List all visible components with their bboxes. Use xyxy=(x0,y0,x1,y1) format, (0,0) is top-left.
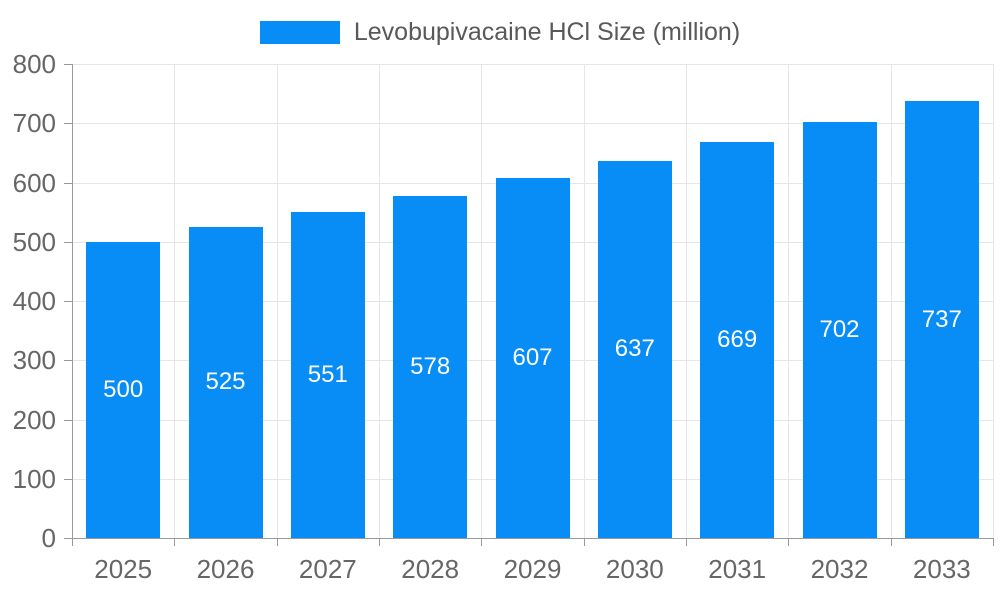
legend-item[interactable]: Levobupivacaine HCl Size (million) xyxy=(259,18,741,46)
x-axis-line xyxy=(72,538,993,539)
y-axis-tick xyxy=(64,64,72,65)
x-axis-tick xyxy=(481,538,483,546)
gridline-vertical xyxy=(890,64,892,538)
bar: 737 xyxy=(904,101,979,538)
x-axis-category-label: 2032 xyxy=(810,554,869,584)
bar: 551 xyxy=(290,211,365,538)
bar: 578 xyxy=(393,195,468,538)
y-axis-tick xyxy=(64,301,72,302)
y-axis-tick xyxy=(64,538,72,539)
x-axis-category-label: 2028 xyxy=(401,554,460,584)
x-axis-category-label: 2025 xyxy=(94,554,153,584)
gridline-vertical xyxy=(481,64,483,538)
y-axis-tick-label: 0 xyxy=(41,523,56,553)
bar: 525 xyxy=(188,226,263,538)
x-axis-tick xyxy=(583,538,585,546)
x-axis-category-label: 2027 xyxy=(298,554,357,584)
y-axis-tick xyxy=(64,419,72,421)
y-axis-tick xyxy=(64,478,72,480)
y-axis-tick-label: 700 xyxy=(12,108,56,139)
y-axis-tick-label: 800 xyxy=(12,49,56,79)
y-axis-tick-label: 300 xyxy=(12,345,56,376)
gridline-horizontal xyxy=(72,123,993,125)
gridline-horizontal xyxy=(72,64,993,65)
gridline-vertical xyxy=(583,64,585,538)
bar-value-label: 637 xyxy=(614,335,655,363)
x-axis-tick xyxy=(276,538,278,546)
y-axis-tick-label: 100 xyxy=(12,463,56,494)
bar-value-label: 669 xyxy=(717,325,758,353)
gridline-vertical xyxy=(788,64,790,538)
bar: 500 xyxy=(86,241,161,538)
bar-value-label: 737 xyxy=(921,305,962,333)
x-axis-category-label: 2026 xyxy=(196,554,255,584)
gridline-vertical xyxy=(276,64,278,538)
bar: 607 xyxy=(495,178,570,538)
legend-label: Levobupivacaine HCl Size (million) xyxy=(353,18,741,46)
bar-value-label: 702 xyxy=(819,316,860,344)
gridline-vertical xyxy=(993,64,994,538)
x-axis-category-label: 2029 xyxy=(503,554,562,584)
bar-value-label: 578 xyxy=(410,352,451,380)
bar-value-label: 525 xyxy=(205,368,246,396)
y-axis-tick-label: 200 xyxy=(12,404,56,435)
x-axis-tick xyxy=(993,538,994,546)
gridline-vertical xyxy=(174,64,176,538)
legend: Levobupivacaine HCl Size (million) xyxy=(0,20,1000,45)
x-axis-category-label: 2031 xyxy=(708,554,767,584)
legend-swatch-icon xyxy=(259,21,340,44)
x-axis-tick xyxy=(686,538,687,546)
y-axis-tick xyxy=(64,241,72,243)
x-axis-tick xyxy=(379,538,380,546)
x-axis-category-label: 2033 xyxy=(912,554,971,584)
y-axis-tick xyxy=(64,123,72,125)
bar-value-label: 500 xyxy=(103,375,144,403)
x-axis-tick xyxy=(174,538,176,546)
x-axis-category-label: 2030 xyxy=(605,554,664,584)
x-axis-tick xyxy=(890,538,892,546)
y-axis-tick xyxy=(64,360,72,362)
bar-value-label: 551 xyxy=(307,360,348,388)
bar: 669 xyxy=(700,141,775,538)
y-axis-tick-label: 500 xyxy=(12,226,56,257)
y-axis-tick xyxy=(64,182,72,184)
x-axis-tick xyxy=(788,538,790,546)
gridline-vertical xyxy=(379,64,380,538)
gridline-vertical xyxy=(686,64,687,538)
y-axis-tick-label: 600 xyxy=(12,167,56,198)
y-axis-tick-label: 400 xyxy=(12,286,56,316)
bar: 702 xyxy=(802,122,877,538)
y-axis-line xyxy=(72,64,73,546)
bar-value-label: 607 xyxy=(512,344,553,372)
bar: 637 xyxy=(597,160,672,538)
